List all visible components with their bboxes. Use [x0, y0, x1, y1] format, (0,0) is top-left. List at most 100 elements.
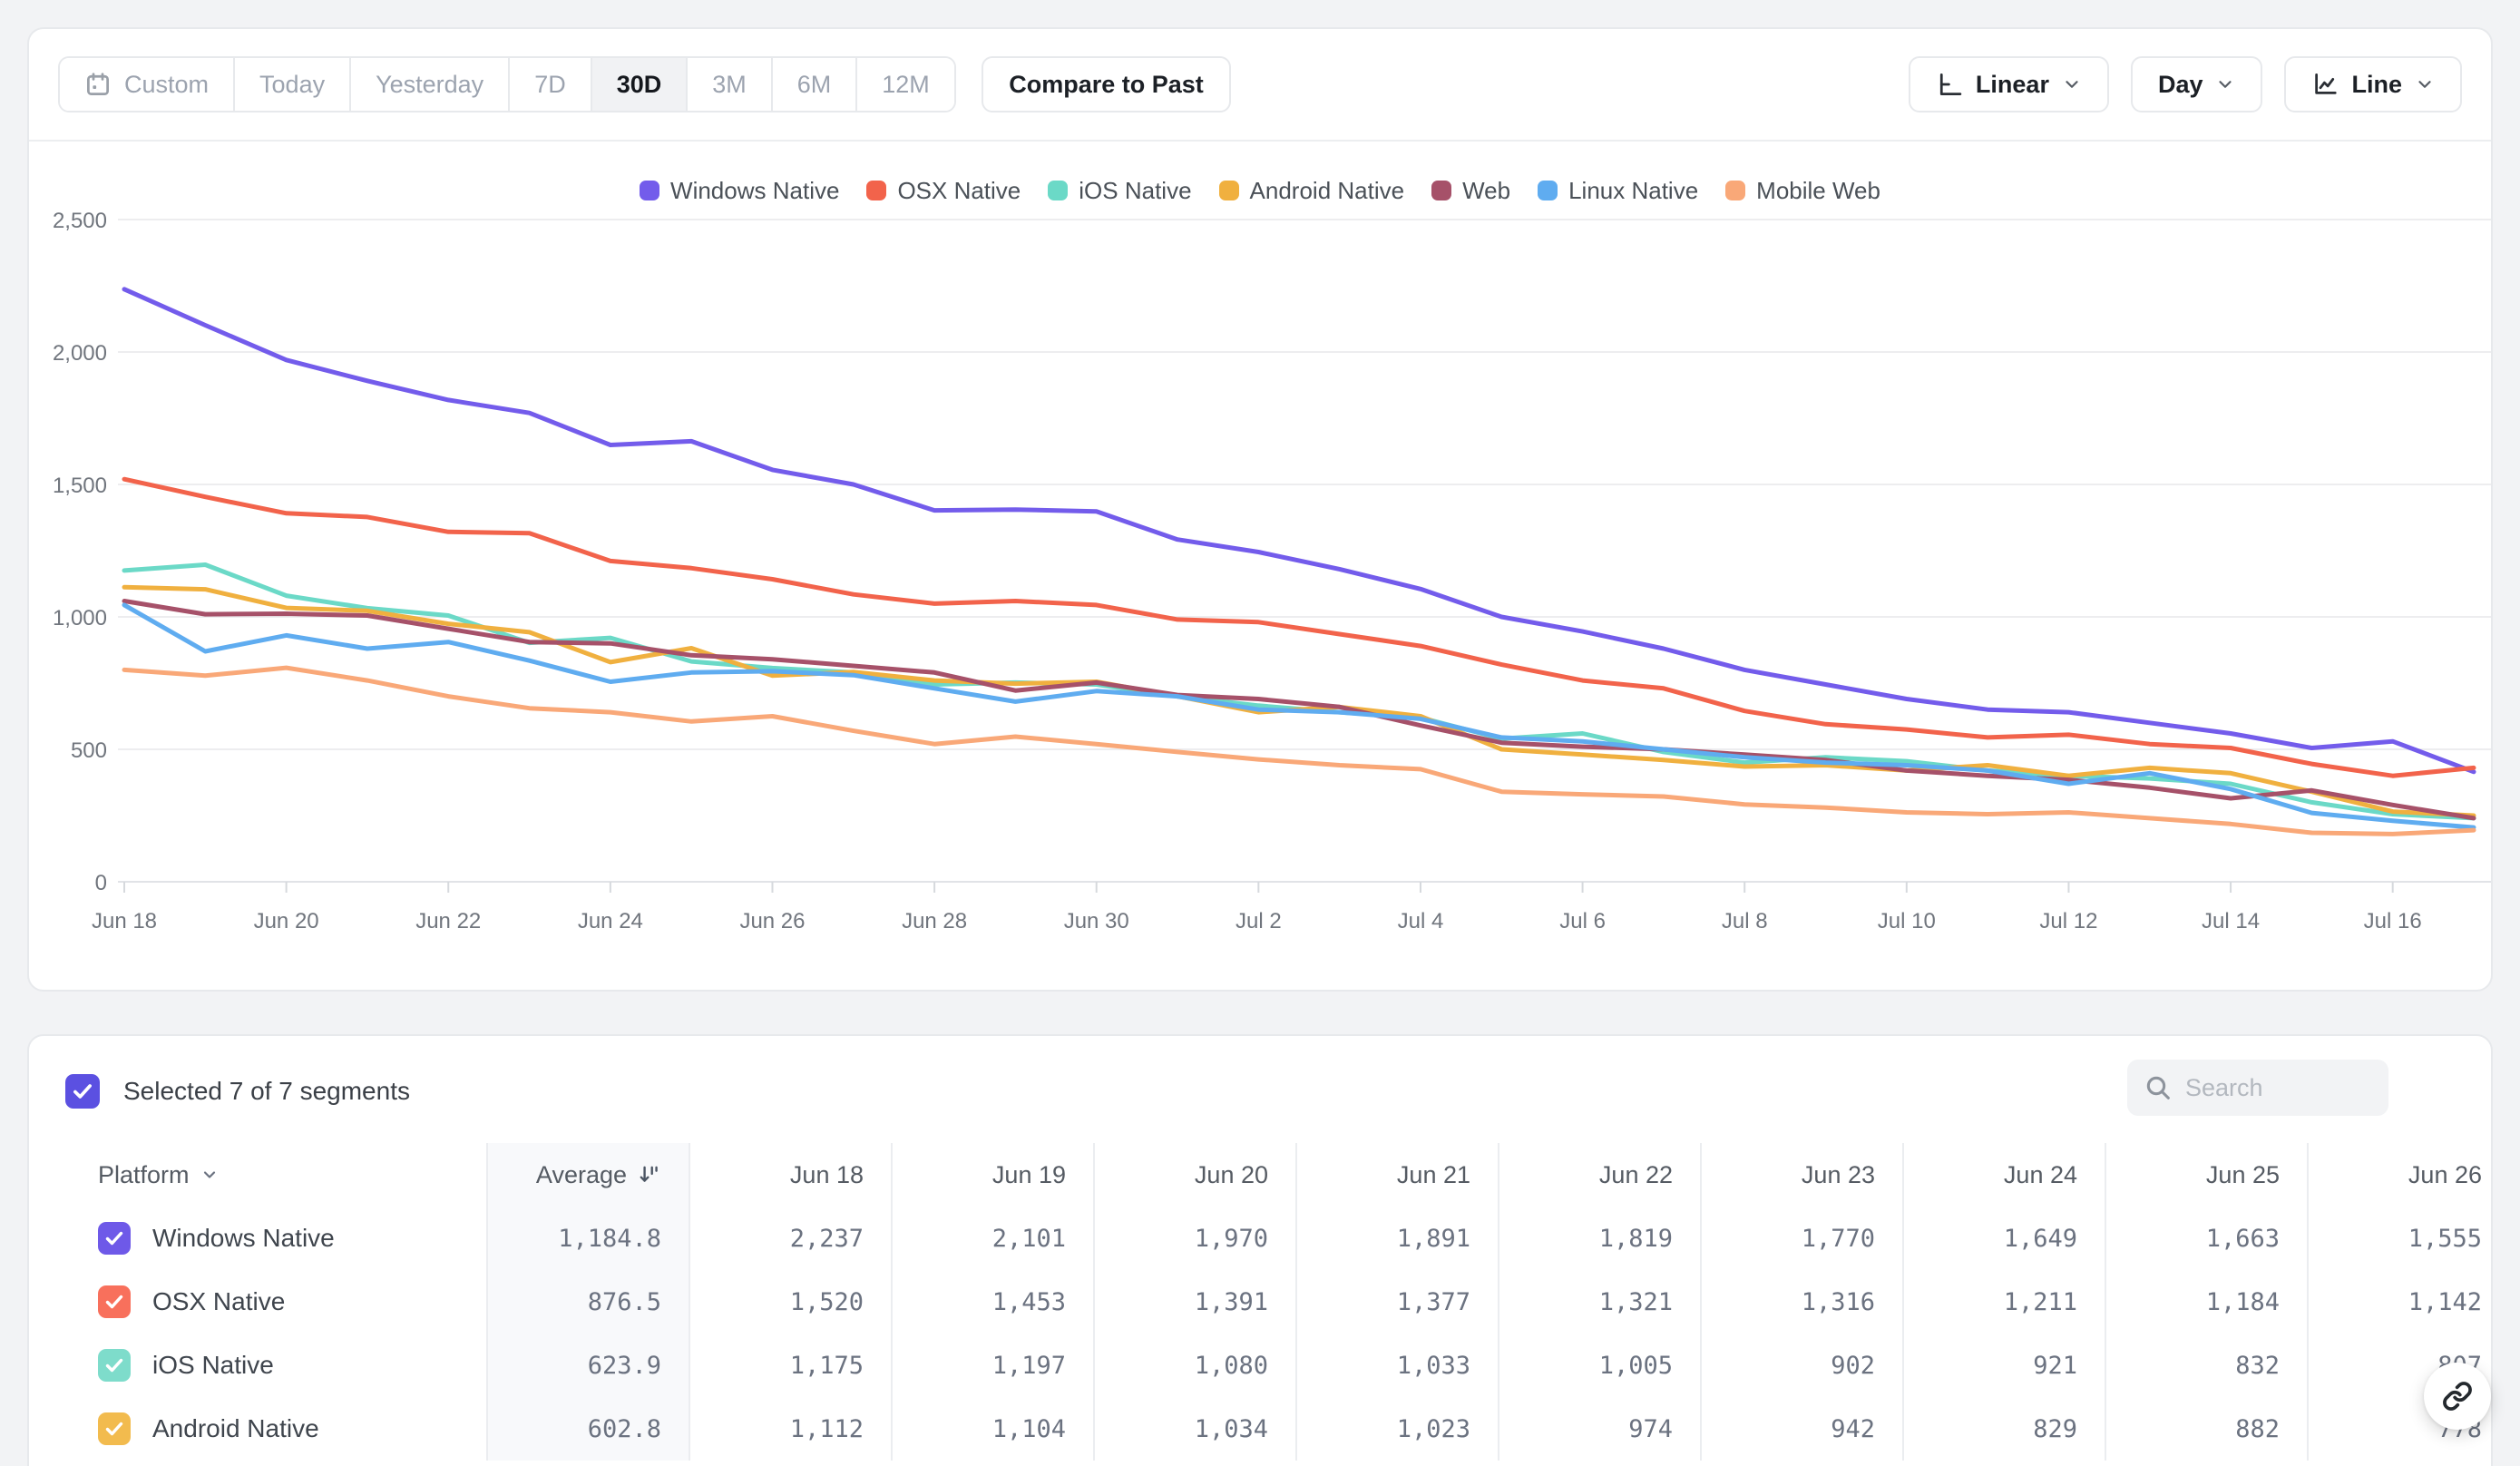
value-cell: 1,112: [689, 1397, 891, 1461]
value-cell: 1,663: [2105, 1207, 2307, 1270]
value-cell: 1,023: [1295, 1397, 1498, 1461]
day-header-jun-25: Jun 25: [2105, 1143, 2307, 1207]
compare-to-past-button[interactable]: Compare to Past: [982, 56, 1231, 112]
platform-name: OSX Native: [152, 1287, 286, 1315]
range-label: Custom: [124, 70, 210, 98]
table-row-ios-native: iOS Native 623.9 1,175 1,197 1,080 1,033 1,005…: [65, 1334, 2491, 1397]
day-header-label: Jun 22: [1598, 1160, 1673, 1188]
legend-swatch: [640, 181, 660, 200]
toolbar-divider: [29, 140, 2491, 142]
row-checkbox-osx-native[interactable]: [98, 1285, 131, 1318]
table-row-windows-native: Windows Native 1,184.8 2,237 2,101 1,970 1,89…: [65, 1207, 2491, 1270]
segments-table: Platform Average Jun 18 Jun 19 Jun 20 Jun 21 J…: [65, 1143, 2491, 1461]
range-button-today[interactable]: Today: [233, 58, 350, 111]
check-icon: [105, 1295, 123, 1309]
day-header-jun-26: Jun 26: [2307, 1143, 2491, 1207]
chart-type-label: Line: [2351, 70, 2402, 98]
day-header-jun-22: Jun 22: [1498, 1143, 1700, 1207]
link-icon: [2443, 1382, 2472, 1411]
legend-item-android-native[interactable]: Android Native: [1218, 177, 1404, 205]
select-all-checkbox[interactable]: [65, 1074, 100, 1109]
legend-item-web[interactable]: Web: [1431, 177, 1510, 205]
share-link-button[interactable]: [2424, 1363, 2491, 1430]
legend-label: Mobile Web: [1756, 176, 1880, 204]
search-input[interactable]: [2185, 1073, 2372, 1102]
average-value: 602.8: [587, 1414, 661, 1443]
interval-dropdown[interactable]: Day: [2130, 56, 2263, 112]
range-label: 30D: [616, 70, 662, 98]
value-cell: 1,555: [2307, 1207, 2491, 1270]
day-header-label: Jun 18: [789, 1160, 864, 1188]
selected-segments-label: Selected 7 of 7 segments: [123, 1077, 410, 1105]
day-value: 882: [2235, 1414, 2280, 1443]
chevron-down-icon: [2066, 81, 2078, 88]
value-cell: 1,891: [1295, 1207, 1498, 1270]
legend-label: Windows Native: [670, 176, 840, 204]
legend-item-mobile-web[interactable]: Mobile Web: [1725, 177, 1880, 205]
line-chart: 0 500 1,000 1,500 2,000 2,500 Jun 18 Jun 20 Jun …: [53, 209, 2491, 933]
average-cell: 876.5: [486, 1270, 689, 1334]
platform-name: Android Native: [152, 1414, 319, 1442]
range-button-12m[interactable]: 12M: [855, 58, 954, 111]
day-value: 2,237: [789, 1224, 864, 1253]
x-axis-label: Jun 26: [739, 909, 805, 933]
range-button-3m[interactable]: 3M: [686, 58, 771, 111]
range-button-7d[interactable]: 7D: [508, 58, 591, 111]
day-value: 1,112: [789, 1414, 864, 1443]
day-value: 1,819: [1598, 1224, 1673, 1253]
x-axis-label: Jul 4: [1398, 909, 1444, 933]
value-cell: 1,197: [891, 1334, 1093, 1397]
range-button-yesterday[interactable]: Yesterday: [349, 58, 509, 111]
row-checkbox-windows-native[interactable]: [98, 1222, 131, 1255]
range-button-6m[interactable]: 6M: [770, 58, 856, 111]
day-value: 902: [1831, 1351, 1875, 1380]
legend-item-linux-native[interactable]: Linux Native: [1538, 177, 1698, 205]
average-header[interactable]: Average: [486, 1143, 689, 1207]
day-header-jun-19: Jun 19: [891, 1143, 1093, 1207]
x-axis-label: Jul 2: [1236, 909, 1282, 933]
selected-segments-row: Selected 7 of 7 segments: [65, 1074, 410, 1109]
day-value: 1,197: [991, 1351, 1066, 1380]
legend-item-osx-native[interactable]: OSX Native: [866, 177, 1021, 205]
day-value: 1,316: [1801, 1287, 1875, 1316]
value-cell: 1,080: [1093, 1334, 1295, 1397]
scale-dropdown[interactable]: Linear: [1908, 56, 2109, 112]
interval-label: Day: [2157, 70, 2203, 98]
y-axis-label: 1,000: [53, 606, 107, 630]
value-cell: 1,453: [891, 1270, 1093, 1334]
range-label: Today: [259, 70, 326, 98]
legend-item-ios-native[interactable]: iOS Native: [1048, 177, 1192, 205]
row-checkbox-ios-native[interactable]: [98, 1349, 131, 1382]
row-checkbox-android-native[interactable]: [98, 1412, 131, 1445]
day-value: 1,891: [1396, 1224, 1470, 1253]
check-icon: [73, 1084, 92, 1099]
x-axis-label: Jun 22: [415, 909, 481, 933]
value-cell: 1,211: [1902, 1270, 2105, 1334]
day-value: 1,377: [1396, 1287, 1470, 1316]
day-header-label: Jun 23: [1801, 1160, 1875, 1188]
platform-cell: iOS Native: [65, 1334, 486, 1397]
range-button-30d[interactable]: 30D: [590, 58, 687, 111]
day-value: 1,663: [2205, 1224, 2280, 1253]
legend-item-windows-native[interactable]: Windows Native: [640, 177, 839, 205]
axis-linear-icon: [1939, 73, 1962, 95]
series-line-osx-native: [122, 476, 2476, 778]
legend-swatch: [1431, 181, 1452, 200]
day-header-label: Jun 24: [2003, 1160, 2077, 1188]
value-cell: 2,237: [689, 1207, 891, 1270]
day-value: 974: [1628, 1414, 1673, 1443]
day-value: 2,101: [991, 1224, 1066, 1253]
value-cell: 1,142: [2307, 1270, 2491, 1334]
value-cell: 902: [1700, 1334, 1902, 1397]
range-label: 12M: [882, 70, 930, 98]
x-axis-label: Jun 30: [1064, 909, 1129, 933]
check-icon: [105, 1358, 123, 1373]
day-value: 1,555: [2408, 1224, 2482, 1253]
chart-type-dropdown[interactable]: Line: [2284, 56, 2462, 112]
value-cell: 1,649: [1902, 1207, 2105, 1270]
average-value: 623.9: [587, 1351, 661, 1380]
x-axis-label: Jul 10: [1878, 909, 1936, 933]
day-header-label: Jun 20: [1194, 1160, 1268, 1188]
range-button-custom[interactable]: Custom: [60, 58, 234, 111]
platform-header[interactable]: Platform: [65, 1143, 486, 1207]
